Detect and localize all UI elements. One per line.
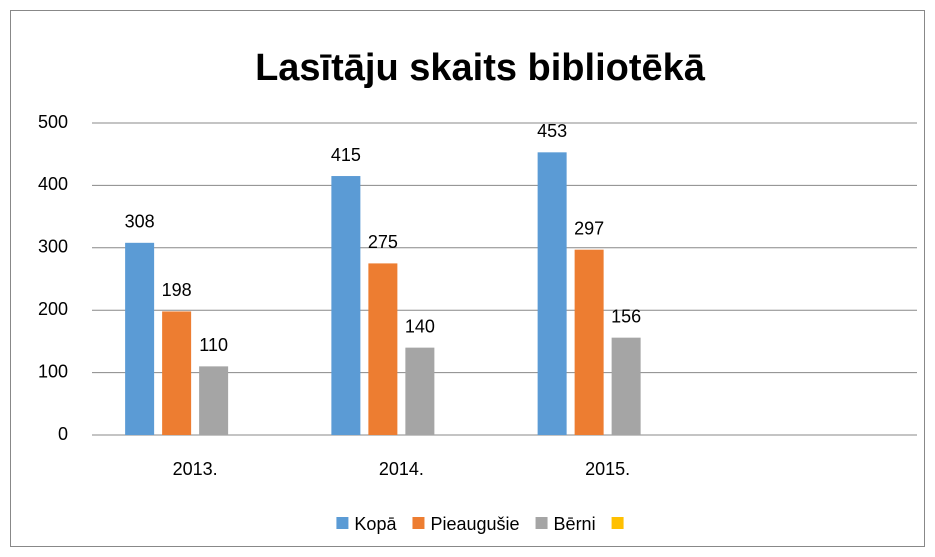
legend-label: Pieaugušie — [430, 514, 519, 534]
bar — [574, 249, 604, 435]
bar — [537, 152, 567, 435]
y-tick-label: 0 — [58, 424, 68, 444]
bar — [611, 337, 641, 435]
chart-border — [10, 10, 925, 547]
data-label: 140 — [405, 316, 435, 336]
data-label: 110 — [199, 335, 228, 355]
bar — [162, 311, 192, 435]
y-tick-label: 400 — [38, 174, 68, 194]
legend-swatch — [611, 517, 624, 529]
data-label: 308 — [125, 212, 155, 232]
data-label: 198 — [162, 280, 192, 300]
y-tick-label: 500 — [38, 112, 68, 132]
y-tick-label: 100 — [38, 361, 68, 381]
bar — [125, 242, 155, 435]
bar — [331, 176, 361, 436]
legend-label: Kopā — [354, 514, 397, 534]
data-label: 453 — [537, 121, 567, 141]
x-tick-label: 2013. — [173, 459, 218, 479]
data-label: 156 — [611, 306, 641, 326]
data-label: 297 — [574, 218, 604, 238]
data-label: 275 — [368, 232, 398, 252]
y-tick-label: 200 — [38, 299, 68, 319]
legend-swatch — [336, 517, 349, 529]
legend-swatch — [412, 517, 425, 529]
legend-label: Bērni — [554, 514, 596, 534]
x-tick-label: 2015. — [585, 459, 630, 479]
data-label: 415 — [331, 145, 361, 165]
bar — [405, 347, 435, 435]
legend-swatch — [535, 517, 548, 529]
bar — [368, 263, 398, 435]
bar — [199, 366, 229, 435]
chart-title: Lasītāju skaits bibliotēkā — [255, 47, 706, 89]
y-tick-label: 300 — [38, 237, 68, 257]
x-tick-label: 2014. — [379, 459, 424, 479]
